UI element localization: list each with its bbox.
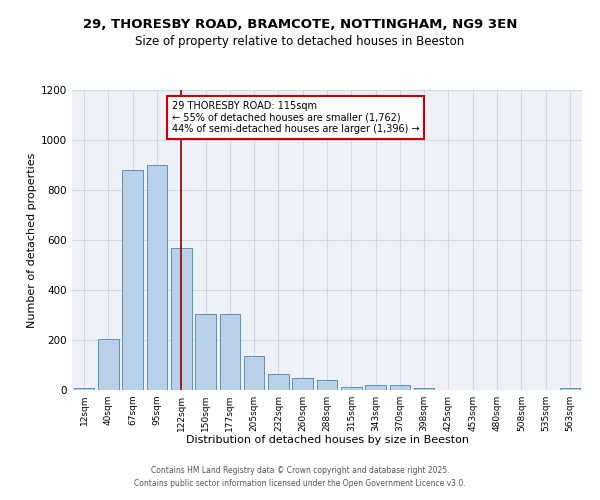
- Bar: [268, 374, 289, 390]
- Bar: [171, 248, 191, 390]
- Y-axis label: Number of detached properties: Number of detached properties: [27, 152, 37, 328]
- Bar: [195, 314, 216, 390]
- Bar: [244, 356, 265, 390]
- Bar: [146, 165, 167, 390]
- Text: 29, THORESBY ROAD, BRAMCOTE, NOTTINGHAM, NG9 3EN: 29, THORESBY ROAD, BRAMCOTE, NOTTINGHAM,…: [83, 18, 517, 30]
- Bar: [389, 385, 410, 390]
- Bar: [122, 170, 143, 390]
- Bar: [341, 387, 362, 390]
- Bar: [292, 378, 313, 390]
- Bar: [98, 339, 119, 390]
- Text: Size of property relative to detached houses in Beeston: Size of property relative to detached ho…: [136, 35, 464, 48]
- Text: 29 THORESBY ROAD: 115sqm
← 55% of detached houses are smaller (1,762)
44% of sem: 29 THORESBY ROAD: 115sqm ← 55% of detach…: [172, 101, 419, 134]
- Bar: [414, 388, 434, 390]
- Bar: [560, 388, 580, 390]
- Text: Contains HM Land Registry data © Crown copyright and database right 2025.
Contai: Contains HM Land Registry data © Crown c…: [134, 466, 466, 487]
- Bar: [74, 388, 94, 390]
- Bar: [220, 314, 240, 390]
- Bar: [365, 385, 386, 390]
- X-axis label: Distribution of detached houses by size in Beeston: Distribution of detached houses by size …: [185, 436, 469, 446]
- Bar: [317, 380, 337, 390]
